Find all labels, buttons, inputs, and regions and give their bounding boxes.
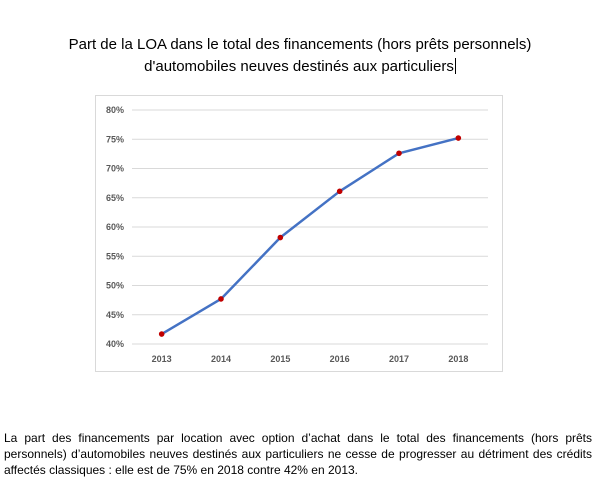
line-chart: 40% 45% 50% 55% 60% 65% 70% 75% 80% 2013 2014 2015… [106, 105, 488, 364]
y-tick-label: 75% [106, 134, 124, 144]
x-tick-label: 2015 [270, 354, 290, 364]
data-point [455, 135, 462, 141]
y-tick-label: 70% [106, 164, 124, 174]
data-point [277, 234, 284, 241]
text-cursor [454, 58, 456, 74]
y-tick-label: 40% [106, 339, 124, 349]
data-point [396, 150, 402, 157]
chart-title-line-1: Part de la LOA dans le total des finance… [68, 36, 532, 53]
x-axis: 2013 2014 2015 2016 2017 2018 [152, 354, 469, 364]
chart-title: Part de la LOA dans le total des finance… [20, 34, 580, 78]
data-point [218, 296, 224, 302]
x-tick-label: 2016 [330, 354, 350, 364]
data-point [158, 331, 165, 337]
chart-title-line-2: d'automobiles neuves destinés aux partic… [20, 56, 580, 78]
gridlines [132, 109, 488, 345]
y-tick-label: 55% [106, 251, 124, 261]
y-tick-label: 60% [106, 222, 124, 232]
series [158, 135, 462, 337]
y-tick-label: 45% [106, 310, 124, 320]
data-point [336, 188, 343, 195]
chart-area: 40% 45% 50% 55% 60% 65% 70% 75% 80% 2013 2014 2015… [95, 95, 503, 372]
y-axis: 40% 45% 50% 55% 60% 65% 70% 75% 80% [106, 105, 124, 349]
x-tick-label: 2014 [211, 354, 231, 364]
y-tick-label: 65% [106, 193, 124, 203]
chart-title-line-2-text: d'automobiles neuves destinés aux partic… [144, 58, 454, 75]
x-tick-label: 2018 [448, 354, 468, 364]
y-tick-label: 80% [106, 105, 124, 115]
caption-text: La part des financements par location av… [4, 431, 592, 477]
x-tick-label: 2017 [389, 354, 409, 364]
x-tick-label: 2013 [152, 354, 172, 364]
y-tick-label: 50% [106, 281, 124, 291]
series-line [161, 136, 459, 336]
